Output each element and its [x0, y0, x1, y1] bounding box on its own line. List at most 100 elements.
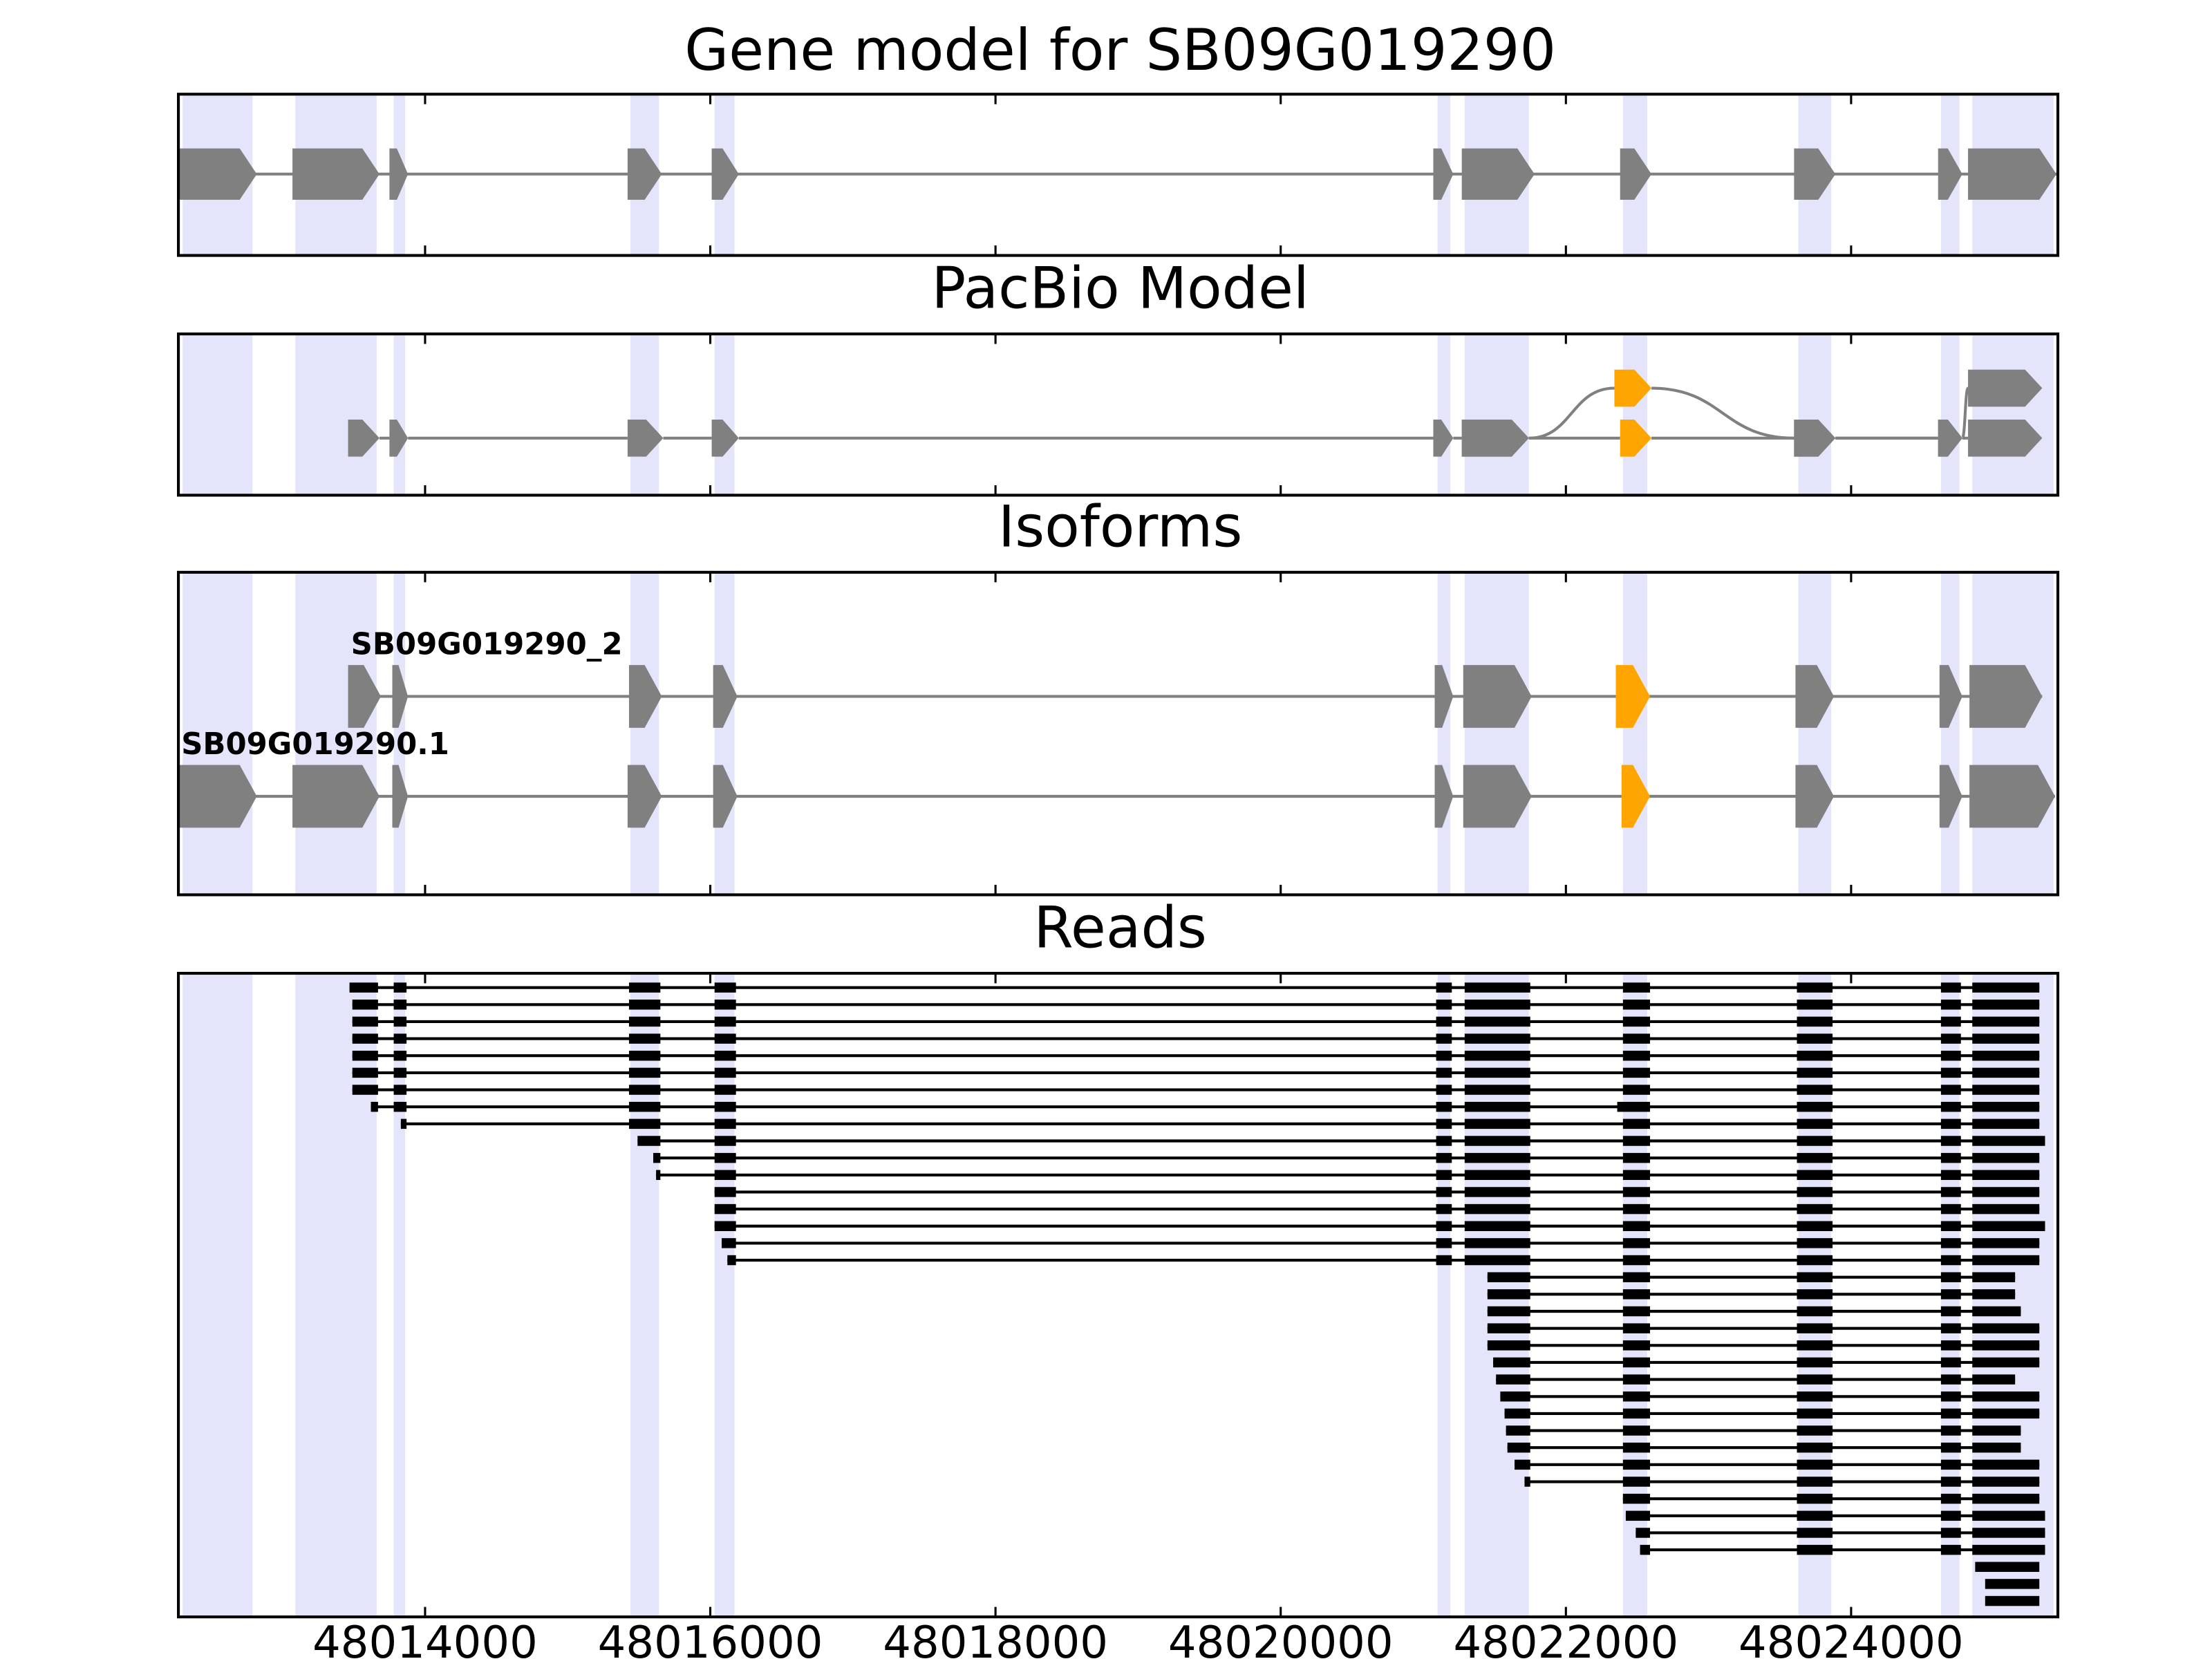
read-block: [1797, 1374, 1833, 1385]
exon: [627, 419, 664, 457]
read-block: [1464, 1033, 1530, 1044]
read-block: [1617, 1101, 1651, 1112]
isoform-label: SB09G019290.1: [181, 727, 449, 762]
read-block: [1436, 1136, 1452, 1146]
exon: [348, 419, 379, 457]
read-block: [1506, 1425, 1530, 1436]
read-block: [1436, 982, 1452, 993]
read-block: [1496, 1374, 1530, 1385]
read-block: [1622, 1238, 1651, 1248]
read-block: [1972, 1170, 2040, 1181]
read-block: [714, 1136, 736, 1146]
read-block: [1622, 1459, 1651, 1470]
x-tick-label: 48024000: [1738, 1618, 1964, 1659]
read-block: [1622, 1170, 1651, 1181]
exon-region: [1464, 335, 1529, 494]
read-block: [1940, 1033, 1961, 1044]
read-block: [1972, 1085, 2040, 1095]
exon: [1938, 419, 1962, 457]
read-block: [1622, 1477, 1651, 1487]
read-block: [1972, 1477, 2040, 1487]
read-block: [1972, 1357, 2040, 1368]
exon-region: [1798, 573, 1832, 894]
read-block: [1464, 1203, 1530, 1215]
exon-region: [182, 975, 253, 1616]
read-block: [1622, 1425, 1651, 1436]
read-block: [1940, 1306, 1961, 1317]
panel-title: PacBio Model: [931, 256, 1309, 322]
read-block: [1797, 1459, 1833, 1470]
read-block: [1622, 1255, 1651, 1266]
read-block: [1797, 1408, 1833, 1419]
exon: [627, 765, 662, 828]
read-block: [1972, 1221, 2045, 1231]
read-block: [1622, 1085, 1651, 1095]
exon-region: [393, 335, 406, 494]
exon: [292, 765, 379, 828]
read-block: [1640, 1544, 1651, 1555]
read-block: [714, 1170, 736, 1181]
read-block: [1972, 1255, 2040, 1266]
read-block: [714, 1016, 736, 1027]
read-block: [1797, 1306, 1833, 1317]
read-block: [1436, 1238, 1452, 1248]
read-block: [1436, 1033, 1452, 1044]
read-block: [1507, 1442, 1530, 1453]
read-block: [1622, 1272, 1651, 1282]
read-block: [1464, 1067, 1530, 1078]
read-block: [1464, 1000, 1530, 1010]
read-block: [393, 1085, 407, 1095]
exon-region: [1972, 573, 2054, 894]
read-block: [1622, 1340, 1651, 1351]
exon: [1461, 419, 1529, 457]
read-block: [628, 982, 661, 993]
read-block: [1797, 1136, 1833, 1146]
read-block: [393, 1033, 407, 1044]
read-block: [656, 1170, 661, 1181]
read-block: [628, 1033, 661, 1044]
read-block: [352, 1000, 378, 1010]
read-block: [628, 1051, 661, 1061]
read-block: [1622, 1493, 1651, 1504]
exon: [713, 665, 738, 728]
read-block: [1940, 1221, 1961, 1231]
read-block: [653, 1152, 661, 1163]
read-block: [352, 1033, 378, 1044]
exon: [178, 765, 257, 828]
panel-title: Isoforms: [998, 494, 1242, 560]
read-block: [1940, 1528, 1961, 1538]
exon-region: [295, 335, 377, 494]
read-block: [352, 1051, 378, 1061]
exon: [389, 419, 409, 457]
read-block: [1972, 1272, 2016, 1282]
read-block: [1940, 1085, 1961, 1095]
exon: [628, 665, 662, 728]
read-block: [1797, 1101, 1833, 1112]
read-block: [1972, 1238, 2040, 1248]
read-block: [1940, 1340, 1961, 1351]
read-block: [1797, 1203, 1833, 1215]
read-block: [1635, 1528, 1651, 1538]
read-block: [1940, 1374, 1961, 1385]
read-block: [1972, 1306, 2021, 1317]
read-block: [1622, 1323, 1651, 1333]
exon: [1620, 148, 1652, 200]
read-block: [628, 1016, 661, 1027]
read-block: [1985, 1595, 2040, 1606]
exon: [1794, 148, 1836, 200]
read-block: [1436, 1118, 1452, 1130]
exon-region: [1437, 573, 1451, 894]
read-block: [1797, 1033, 1833, 1044]
exon: [1939, 765, 1962, 828]
read-block: [1622, 1306, 1651, 1317]
read-block: [1797, 1425, 1833, 1436]
read-block: [371, 1101, 378, 1112]
read-block: [1940, 1408, 1961, 1419]
exon-region: [295, 573, 377, 894]
read-block: [1622, 1408, 1651, 1419]
read-block: [393, 1051, 407, 1061]
read-block: [628, 1101, 661, 1112]
read-block: [352, 1016, 378, 1027]
exon-region: [714, 975, 735, 1616]
